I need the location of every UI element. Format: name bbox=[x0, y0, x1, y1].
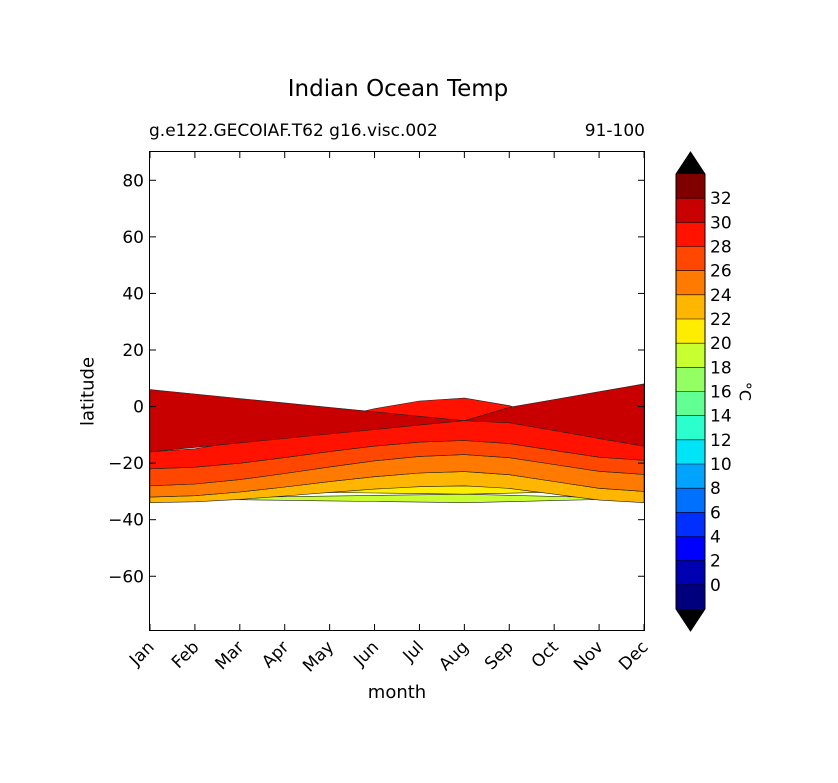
x-tick-label-oct: Oct bbox=[528, 637, 563, 672]
colorbar-segment-15 bbox=[676, 222, 705, 247]
x-tick-label-dec: Dec bbox=[615, 637, 652, 674]
colorbar-segment-5 bbox=[676, 464, 705, 489]
colorbar-tick-label-2: 2 bbox=[710, 552, 721, 572]
colorbar-segment-4 bbox=[676, 488, 705, 513]
x-tick-label-may: May bbox=[299, 637, 338, 676]
chart-subtitle-left: g.e122.GECOIAF.T62 g16.visc.002 bbox=[149, 121, 438, 141]
y-tick-label-3: 20 bbox=[122, 341, 144, 361]
y-tick-label-1: 60 bbox=[122, 228, 144, 248]
colorbar-tick-label-14: 14 bbox=[710, 407, 732, 427]
colorbar-tick-label-28: 28 bbox=[710, 238, 732, 258]
colorbar-segment-7 bbox=[676, 415, 705, 440]
colorbar-segment-17 bbox=[676, 174, 705, 199]
colorbar-outline bbox=[675, 151, 706, 632]
colorbar-tick-label-0: 0 bbox=[710, 576, 721, 596]
colorbar-segment-16 bbox=[676, 198, 705, 223]
y-axis: 80 60 40 20 0 −20 −40 −60 bbox=[108, 171, 644, 587]
x-tick-label-jul: Jul bbox=[399, 637, 428, 666]
x-tick-label-aug: Aug bbox=[435, 637, 473, 675]
chart-title: Indian Ocean Temp bbox=[287, 76, 509, 102]
y-tick-label-6: −40 bbox=[108, 511, 144, 531]
colorbar-tick-label-10: 10 bbox=[710, 455, 732, 475]
colorbar-segment-13 bbox=[676, 270, 705, 295]
colorbar-tick-label-8: 8 bbox=[710, 479, 721, 499]
colorbar-segment-14 bbox=[676, 246, 705, 271]
x-tick-label-mar: Mar bbox=[212, 637, 249, 674]
y-tick-label-7: −60 bbox=[108, 567, 144, 587]
y-tick-label-4: 0 bbox=[133, 398, 144, 418]
colorbar-segment-9 bbox=[676, 367, 705, 392]
colorbar-tick-label-18: 18 bbox=[710, 358, 732, 378]
colorbar-tick-label-12: 12 bbox=[710, 431, 732, 451]
x-tick-label-apr: Apr bbox=[258, 637, 293, 672]
colorbar-tick-label-20: 20 bbox=[710, 334, 732, 354]
plot-frame bbox=[149, 151, 645, 631]
colorbar-segment-0 bbox=[676, 584, 705, 609]
colorbar-segment-1 bbox=[676, 560, 705, 585]
x-tick-label-sep: Sep bbox=[481, 637, 518, 674]
colorbar-tick-label-4: 4 bbox=[710, 528, 721, 548]
colorbar-tick-label-32: 32 bbox=[710, 189, 732, 209]
colorbar-segment-10 bbox=[676, 343, 705, 368]
colorbar-tick-label-24: 24 bbox=[710, 286, 732, 306]
x-axis-label: month bbox=[367, 682, 427, 703]
x-tick-label-jan: Jan bbox=[125, 637, 158, 670]
colorbar-segment-11 bbox=[676, 319, 705, 344]
colorbar-segment-2 bbox=[676, 536, 705, 561]
plot-area bbox=[149, 151, 645, 631]
colorbar-tick-label-16: 16 bbox=[710, 383, 732, 403]
x-tick-label-nov: Nov bbox=[570, 637, 608, 675]
colorbar-segment-3 bbox=[676, 512, 705, 537]
chart-subtitle-right: 91-100 bbox=[584, 121, 645, 141]
y-tick-label-2: 40 bbox=[122, 284, 144, 304]
y-tick-label-0: 80 bbox=[122, 171, 144, 191]
colorbar-extend-max bbox=[676, 152, 705, 174]
colorbar-tick-label-30: 30 bbox=[710, 213, 732, 233]
x-tick-label-jun: Jun bbox=[349, 637, 383, 671]
colorbar-tick-label-22: 22 bbox=[710, 310, 732, 330]
x-tick-label-feb: Feb bbox=[168, 637, 203, 672]
colorbar-segment-8 bbox=[676, 391, 705, 416]
colorbar-segment-12 bbox=[676, 294, 705, 319]
y-tick-label-5: −20 bbox=[108, 454, 144, 474]
colorbar-tick-label-26: 26 bbox=[710, 262, 732, 282]
temperature-contours bbox=[149, 383, 645, 504]
colorbar-segment-6 bbox=[676, 439, 705, 464]
colorbar-tick-label-6: 6 bbox=[710, 503, 721, 523]
colorbar-extend-min bbox=[676, 609, 705, 631]
